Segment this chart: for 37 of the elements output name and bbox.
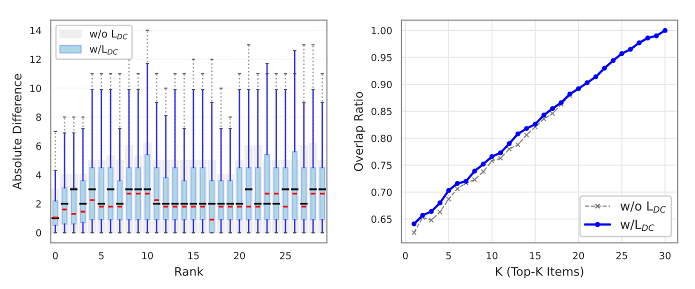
x-tick-label: 20 bbox=[573, 252, 584, 260]
x-tick-label: 0 bbox=[402, 252, 408, 260]
x-tick-label: 10 bbox=[142, 252, 153, 260]
y-tick-label: 10 bbox=[30, 84, 42, 92]
y-tick-label: 12 bbox=[30, 56, 41, 63]
y-tick-label: 8 bbox=[36, 114, 42, 121]
legend-label: w/L$_{DC}$ bbox=[620, 220, 654, 232]
x-tick-label: 30 bbox=[660, 252, 671, 260]
y-tick-label: 0.95 bbox=[371, 54, 392, 62]
y-tick-label: 6 bbox=[36, 142, 42, 150]
x-tick-label: 5 bbox=[99, 252, 104, 260]
y-tick-label: 1.00 bbox=[372, 26, 392, 34]
x-axis-title: Rank bbox=[175, 266, 204, 276]
legend-label: w/o L$_{DC}$ bbox=[90, 30, 128, 40]
y-axis-title: Overlap Ratio bbox=[354, 92, 366, 172]
legend-label: w/o L$_{DC}$ bbox=[620, 201, 666, 213]
y-tick-label: 0.75 bbox=[371, 162, 392, 170]
y-tick-label: 0.90 bbox=[371, 80, 392, 88]
x-tick-label: 15 bbox=[188, 252, 199, 260]
y-axis-title: Absolute Difference bbox=[12, 74, 22, 190]
x-tick-label: 25 bbox=[616, 252, 628, 260]
x-axis-title: K (Top-K Items) bbox=[496, 266, 584, 278]
y-tick-label: 2 bbox=[36, 200, 41, 208]
legend-label: w/L$_{DC}$ bbox=[90, 45, 118, 55]
x-tick-label: 5 bbox=[446, 252, 451, 260]
x-tick-label: 10 bbox=[486, 252, 498, 260]
y-tick-label: 0.80 bbox=[371, 134, 392, 142]
x-tick-label: 0 bbox=[52, 252, 58, 260]
y-tick-label: 0.85 bbox=[371, 108, 392, 116]
y-tick-label: 14 bbox=[30, 26, 42, 34]
y-tick-label: 0.70 bbox=[371, 188, 392, 196]
y-tick-label: 0.65 bbox=[371, 216, 392, 223]
x-tick-label: 20 bbox=[234, 252, 245, 260]
x-tick-label: 25 bbox=[280, 252, 291, 260]
y-tick-label: 0 bbox=[36, 229, 42, 236]
y-tick-label: 4 bbox=[36, 171, 42, 179]
x-tick-label: 15 bbox=[530, 252, 541, 260]
